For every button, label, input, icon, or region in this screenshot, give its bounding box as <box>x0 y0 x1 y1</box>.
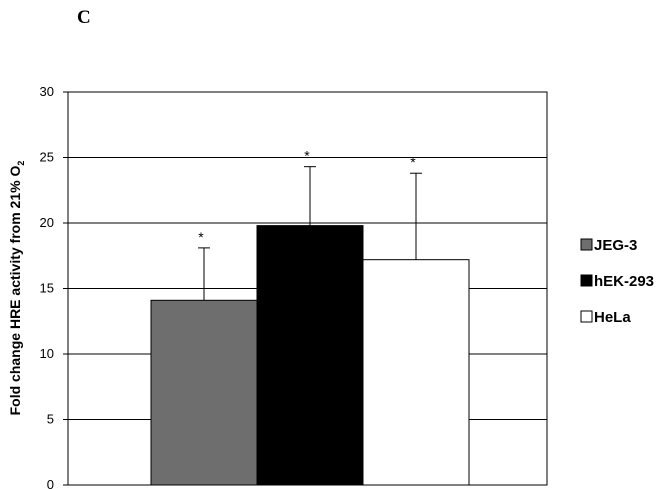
significance-marks: * * * <box>198 148 416 245</box>
legend-swatch-hEK-293 <box>580 274 593 287</box>
y-axis-label-subscript: 2 <box>16 161 26 166</box>
bar-hEK-293 <box>256 225 364 486</box>
y-axis-ticks: 0 5 10 15 20 25 30 <box>40 84 68 489</box>
y-axis-label-main: Fold change HRE activity from 21% O <box>7 166 23 416</box>
error-bars <box>198 166 422 301</box>
y-tick-label-4: 20 <box>40 215 54 230</box>
legend: JEG-3 hEK-293 HeLa <box>580 237 654 326</box>
significance-star-HeLa: * <box>410 154 416 170</box>
legend-label-JEG-3: JEG-3 <box>594 237 637 254</box>
significance-star-JEG-3: * <box>198 229 204 245</box>
legend-label-HeLa: HeLa <box>594 309 631 326</box>
y-tick-label-2: 10 <box>40 346 54 361</box>
significance-star-hEK-293: * <box>304 148 310 164</box>
legend-swatch-HeLa <box>580 310 593 323</box>
y-tick-label-5: 25 <box>40 150 54 165</box>
legend-label-hEK-293: hEK-293 <box>594 273 654 290</box>
y-tick-label-1: 5 <box>47 412 54 427</box>
y-axis-label: Fold change HRE activity from 21% O2 <box>7 161 26 416</box>
legend-swatch-JEG-3 <box>580 238 593 251</box>
bars <box>150 225 470 486</box>
y-tick-label-0: 0 <box>47 477 54 489</box>
bar-HeLa <box>362 259 470 486</box>
bar-JEG-3 <box>150 299 258 486</box>
y-tick-label-3: 15 <box>40 281 54 296</box>
panel-label: C <box>77 7 91 28</box>
y-tick-label-6: 30 <box>40 84 54 99</box>
